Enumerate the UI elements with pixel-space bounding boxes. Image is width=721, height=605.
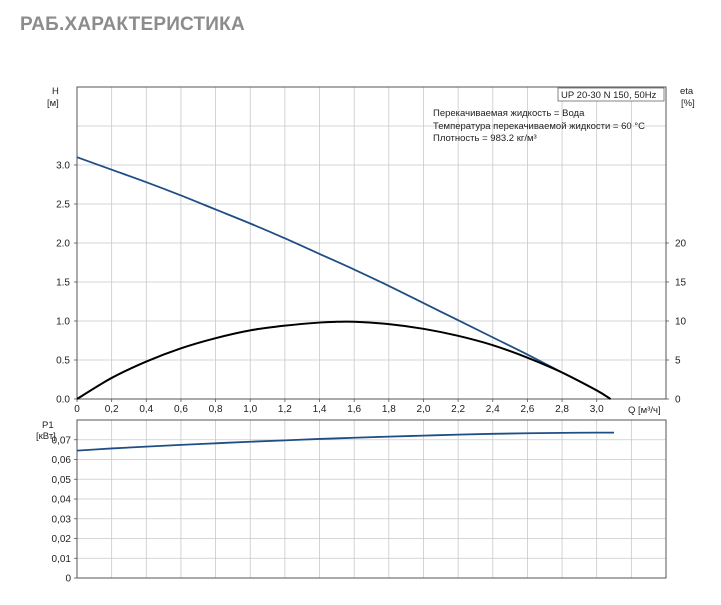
p1-tick-label: 0,06 bbox=[52, 455, 72, 466]
y-left-tick-label: 3.0 bbox=[56, 161, 70, 172]
y-right-label-unit: [%] bbox=[681, 98, 695, 109]
info-temperature: Температура перекачиваемой жидкости = 60… bbox=[433, 121, 645, 132]
info-density: Плотность = 983.2 кг/м³ bbox=[433, 133, 537, 144]
x-tick-label: 2,0 bbox=[417, 404, 431, 415]
p1-tick-label: 0 bbox=[65, 574, 71, 585]
model-label: UP 20-30 N 150, 50Hz bbox=[561, 90, 657, 101]
x-tick-label: 1,2 bbox=[278, 404, 292, 415]
x-tick-label: 0,8 bbox=[209, 404, 223, 415]
x-tick-label: 0,4 bbox=[139, 404, 153, 415]
y-left-tick-label: 0.0 bbox=[56, 395, 70, 406]
y-left-tick-label: 2.5 bbox=[56, 200, 70, 211]
x-tick-label: 2,4 bbox=[486, 404, 500, 415]
x-tick-label: 0,2 bbox=[105, 404, 119, 415]
x-tick-label: 1,4 bbox=[313, 404, 327, 415]
info-fluid: Перекачиваемая жидкость = Вода bbox=[433, 108, 585, 119]
page-title: РАБ.ХАРАКТЕРИСТИКА bbox=[20, 14, 245, 35]
p1-tick-label: 0,01 bbox=[52, 554, 72, 565]
p1-label-symbol: P1 bbox=[42, 420, 54, 431]
p1-tick-label: 0,07 bbox=[52, 435, 72, 446]
x-tick-label: 0 bbox=[74, 404, 80, 415]
p1-tick-label: 0,04 bbox=[52, 495, 72, 506]
p1-tick-label: 0,05 bbox=[52, 475, 72, 486]
p1-tick-label: 0,03 bbox=[52, 514, 72, 525]
p1-label-unit: [кВт] bbox=[36, 431, 56, 442]
bottom-grid bbox=[77, 420, 666, 578]
x-tick-label: 1,0 bbox=[243, 404, 257, 415]
p1-curve bbox=[76, 431, 615, 452]
y-left-label-symbol: H bbox=[52, 86, 59, 97]
x-tick-label: 0,6 bbox=[174, 404, 188, 415]
x-tick-label: 1,6 bbox=[347, 404, 361, 415]
y-right-tick-label: 15 bbox=[675, 278, 687, 289]
x-tick-label: 2,6 bbox=[520, 404, 534, 415]
y-left-tick-label: 2.0 bbox=[56, 239, 70, 250]
top-grid bbox=[77, 87, 666, 399]
y-right-tick-label: 0 bbox=[675, 395, 681, 406]
x-axis-label: Q [м³/ч] bbox=[628, 405, 661, 416]
p1-tick-label: 0,02 bbox=[52, 534, 72, 545]
y-right-tick-label: 20 bbox=[675, 239, 687, 250]
y-right-tick-label: 5 bbox=[675, 356, 681, 367]
eta-curve bbox=[76, 320, 612, 400]
model-legend-box bbox=[557, 87, 665, 102]
y-right-tick-label: 10 bbox=[675, 317, 687, 328]
x-tick-label: 2,8 bbox=[555, 404, 569, 415]
x-tick-label: 3,0 bbox=[590, 404, 604, 415]
y-left-tick-label: 0.5 bbox=[56, 356, 70, 367]
head-curve bbox=[76, 156, 612, 400]
y-left-label-unit: [м] bbox=[47, 98, 59, 109]
y-left-tick-label: 1.0 bbox=[56, 317, 70, 328]
y-right-label-symbol: eta bbox=[680, 86, 694, 97]
y-left-tick-label: 1.5 bbox=[56, 278, 70, 289]
x-tick-label: 2,2 bbox=[451, 404, 465, 415]
x-tick-label: 1,8 bbox=[382, 404, 396, 415]
